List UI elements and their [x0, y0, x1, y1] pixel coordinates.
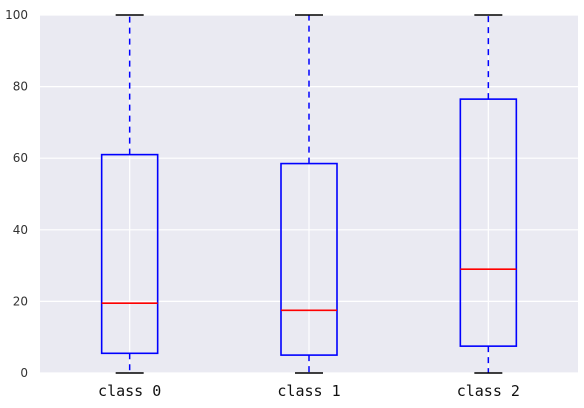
iqr-box — [280, 162, 338, 356]
y-tick-label: 60 — [13, 151, 28, 165]
x-axis: class 0 class 1 class 2 — [98, 382, 520, 400]
box-2 — [459, 14, 518, 374]
y-tick-label: 80 — [13, 80, 28, 94]
x-tick-label: class 0 — [98, 382, 161, 400]
y-axis: 0 20 40 60 80 100 — [5, 8, 28, 380]
y-tick-label: 20 — [13, 294, 28, 308]
iqr-box — [100, 153, 159, 355]
iqr-box — [459, 98, 518, 347]
box-1 — [280, 14, 338, 374]
y-tick-label: 100 — [5, 8, 28, 22]
y-tick-label: 40 — [13, 223, 28, 237]
box-0 — [100, 14, 159, 374]
x-tick-label: class 2 — [457, 382, 520, 400]
boxes — [100, 14, 518, 374]
x-tick-label: class 1 — [277, 382, 340, 400]
y-tick-label: 0 — [20, 366, 28, 380]
